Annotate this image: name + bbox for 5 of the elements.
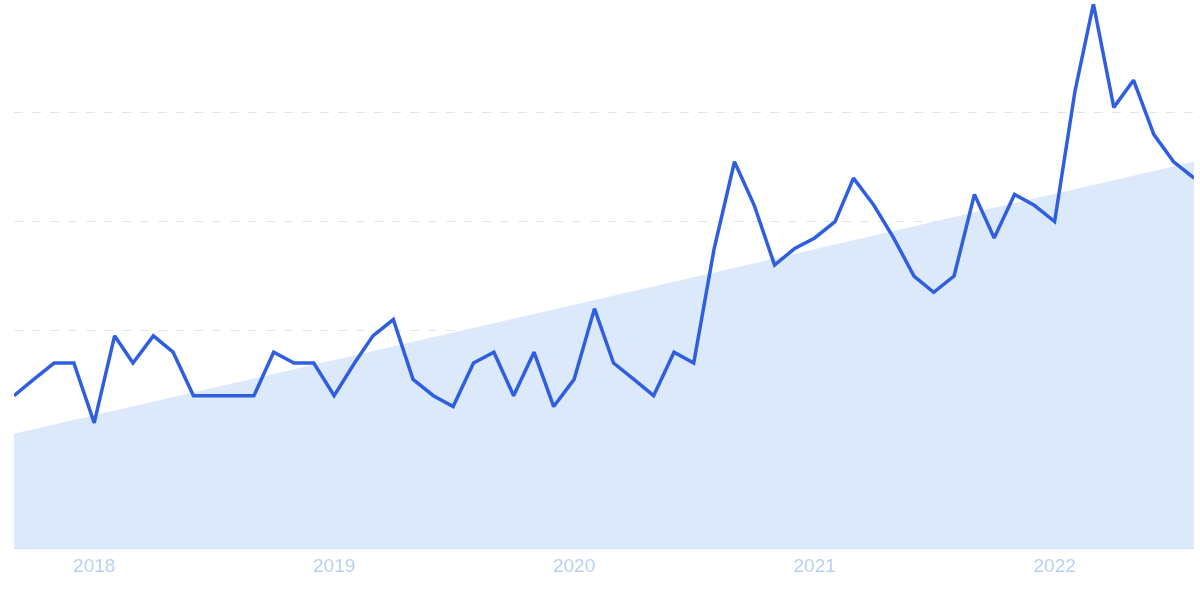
x-tick-label: 2018	[73, 554, 116, 576]
x-tick-label: 2020	[552, 554, 596, 576]
x-tick-label: 2021	[793, 554, 836, 576]
x-tick-label: 2022	[1033, 554, 1076, 576]
x-tick-label: 2019	[313, 554, 356, 576]
